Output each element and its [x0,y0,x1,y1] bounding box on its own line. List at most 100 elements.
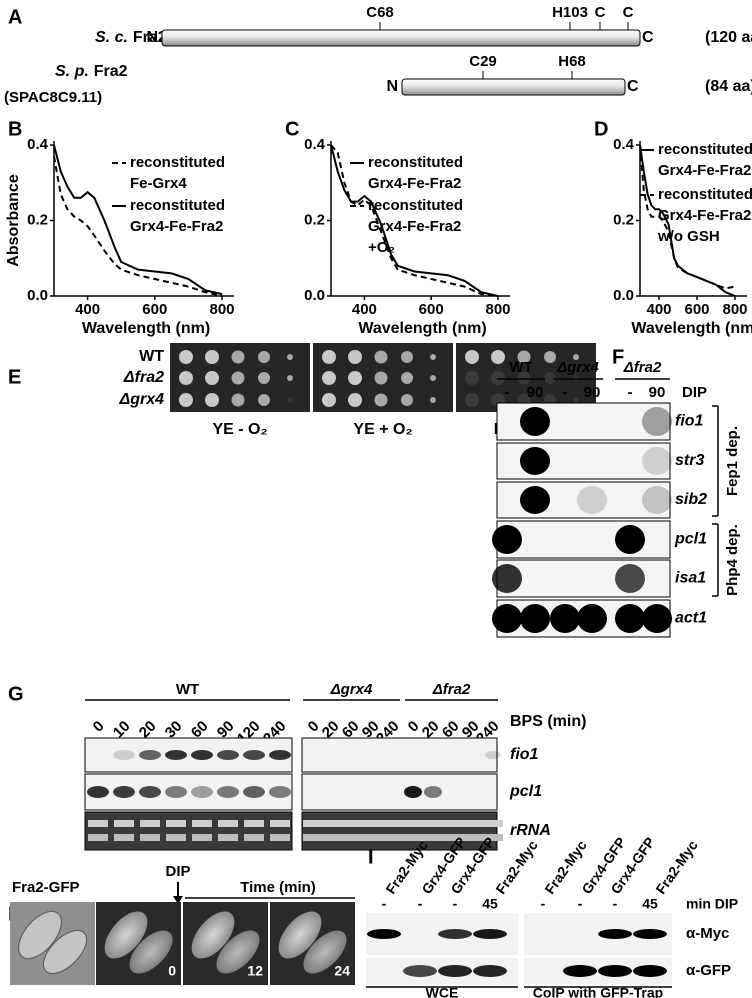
blot-band [438,929,472,939]
blot-band [492,564,522,593]
lane-label: - [505,384,510,401]
colony-spot [374,350,388,364]
blot-band [615,564,645,593]
rrna-band [423,820,443,827]
time-value: 24 [334,963,350,979]
rrna-band [218,820,238,827]
panel-label: E [8,366,21,388]
condition-label: YE + O₂ [353,421,412,438]
dip-label: - [418,896,423,912]
blot-band [577,486,607,514]
antibody-label: α-Myc [686,925,729,942]
lane-label: - [563,384,568,401]
x-tick-label: 800 [722,301,747,318]
colony-spot [517,350,531,364]
panel-label: G [8,683,24,705]
strain-label: Δfra2 [623,359,662,376]
colony-spot [322,393,336,407]
c-terminus: C [627,78,639,95]
rrna-band [383,820,403,827]
cell [18,910,62,960]
panel-label: A [8,6,22,28]
site-label: C29 [469,53,497,70]
cell [42,929,88,975]
colony-spot [430,354,436,360]
treatment-label: min DIP [686,896,738,912]
blot-band [550,604,580,633]
site-label: C [623,4,634,21]
gene-label: fio1 [675,413,704,430]
blot-band [473,965,507,977]
species: S. p. [55,63,89,80]
x-tick-label: 800 [209,301,234,318]
colony-spot [544,372,556,384]
spectrum-line [330,144,499,297]
colony-spot [205,350,219,364]
colony-spot [258,351,270,363]
x-tick-label: 400 [75,301,100,318]
blot-band [520,486,550,514]
blot-strip [301,737,498,773]
dip-label: - [541,896,546,912]
x-tick-label: 600 [684,301,709,318]
rrna-band [483,834,503,841]
legend-label: reconstituted Grx4-Fe-Fra2 [658,141,752,179]
blot-band [269,750,291,760]
rrna-band [218,834,238,841]
group-label: Fep1 dep. [724,426,741,496]
rrna-band [403,820,423,827]
dip-label: - [453,896,458,912]
lane-label: 90 [584,384,601,401]
blot-band [403,965,437,977]
n-terminus: N [146,29,158,46]
group-label: WCE [426,985,459,998]
antibody-label: α-GFP [686,962,731,979]
dip-label: - [578,896,583,912]
y-tick-label: 0.2 [304,211,325,228]
cell [104,911,148,959]
protein-name: S. c. Fra2 [95,29,167,46]
blot-band [615,604,645,633]
cell [278,911,322,959]
strain-label: Δgrx4 [118,391,164,408]
rrna-band [114,834,134,841]
blot-band [615,525,645,554]
colony-spot [374,371,388,385]
rrna-band [244,834,264,841]
blot-band [520,447,550,475]
colony-spot [465,350,479,364]
time-value: 12 [247,963,263,979]
rrna-band [140,820,160,827]
rrna-band [192,820,212,827]
rrna-band [88,820,108,827]
y-axis-label: Absorbance [5,174,22,267]
species: S. c. [95,29,128,46]
blot-band [367,929,401,939]
rrna-band [443,820,463,827]
colony-spot [287,375,293,381]
colony-spot [179,393,193,407]
dip-label: - [382,896,387,912]
y-tick-label: 0.4 [304,136,326,153]
legend-label: reconstituted Grx4-Fe-Fra2 w/o GSH [657,186,752,245]
colony-spot [231,393,245,407]
blot-band [642,447,672,475]
x-axis-label: Wavelength (nm) [631,320,752,337]
protein-label: Fra2-GFP [12,879,80,896]
blot-strip [301,773,498,811]
blot-band [492,604,522,633]
panel-label: F [612,346,624,368]
strain-label: WT [176,681,199,698]
blot-band [139,786,161,798]
rrna-band [443,834,463,841]
colony-spot [348,350,362,364]
strain-label: WT [139,348,164,365]
colony-spot [573,354,579,360]
y-tick-label: 0.0 [304,287,325,304]
legend-label: reconstituted Grx4-Fe-Fra2 +O₂ [368,197,463,256]
blot-band [520,604,550,633]
colony-spot [465,371,479,385]
colony-spot [287,397,293,403]
colony-spot [491,350,505,364]
